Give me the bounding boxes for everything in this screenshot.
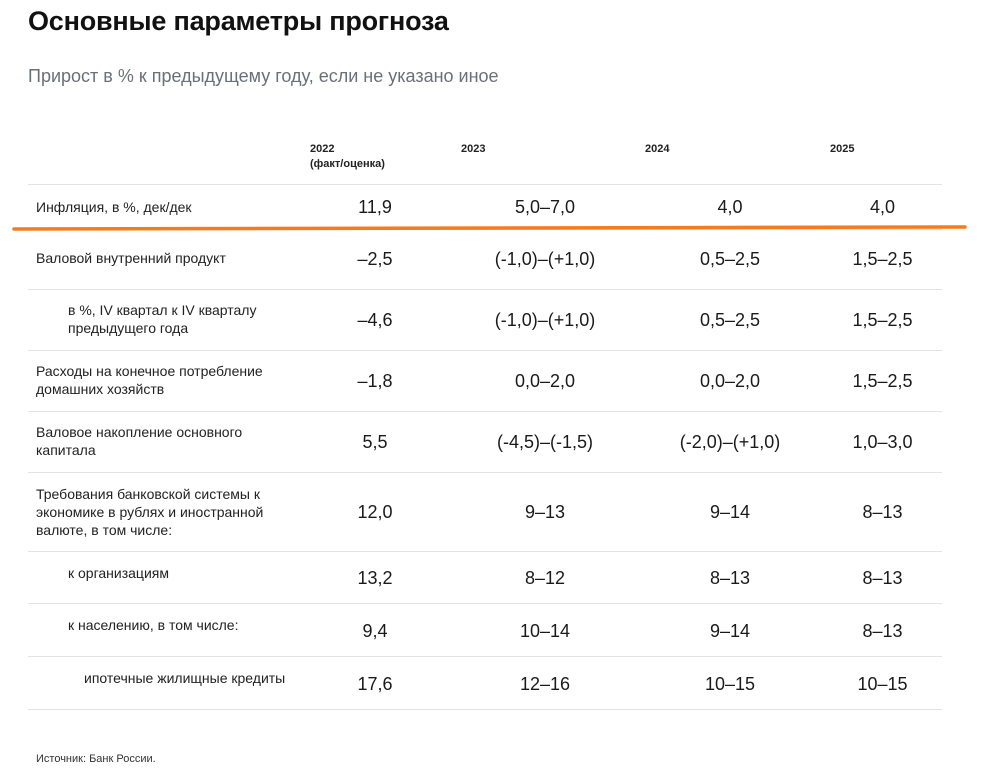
row-label: Валовой внутренний продукт [36,250,226,266]
cell-2023: (-1,0)–(+1,0) [494,249,596,269]
cell-2024: 0,5–2,5 [699,309,761,330]
table-row-investment: Валовое накопление основного капитала 5,… [28,412,942,473]
cell-2025: 8–13 [862,501,903,522]
cell-2025: 4,0 [869,196,896,217]
cell-2024: 0,5–2,5 [699,249,761,269]
table-row-mortgage: ипотечные жилищные кредиты 17,6 12–16 10… [28,657,942,710]
header-2023: 2023 [461,143,486,155]
table-row-consumption: Расходы на конечное потребление домашних… [28,351,942,412]
cell-2022: 13,2 [357,568,393,588]
row-label: Валовое накопление основного капитала [36,424,243,458]
cell-2022: –1,8 [357,370,393,391]
cell-2025: 1,5–2,5 [852,370,913,391]
table-row-bank-claims: Требования банковской системы к экономик… [28,473,942,552]
header-2022-note: (факт/оценка) [310,158,385,170]
row-label: Расходы на конечное потребление домашних… [36,363,263,397]
cell-2023: 5,0–7,0 [514,196,576,217]
cell-2025: 1,0–3,0 [852,431,913,452]
table-row-gdp-q4: в %, IV квартал к IV кварталу предыдущег… [28,290,942,351]
table-row-households: к населению, в том числе: 9,4 10–14 9–14… [28,604,942,657]
cell-2023: 10–14 [519,620,571,641]
page-subtitle: Прирост в % к предыдущему году, если не … [28,66,499,86]
row-label: ипотечные жилищные кредиты [84,670,286,686]
table-row-organizations: к организациям 13,2 8–12 8–13 8–13 [28,552,942,604]
cell-2024: 0,0–2,0 [699,370,761,391]
row-label: к населению, в том числе: [68,617,239,633]
cell-2024: 9–14 [709,620,751,641]
cell-2025: 10–15 [857,673,908,694]
cell-2024: 10–15 [704,673,756,694]
cell-2024: (-2,0)–(+1,0) [679,431,781,452]
forecast-table: 2022 (факт/оценка) 2023 2024 2025 Инфляц… [28,132,942,710]
cell-2023: 8–12 [524,568,566,588]
row-label: в %, IV квартал к IV кварталу предыдущег… [68,302,257,336]
table-header: 2022 (факт/оценка) 2023 2024 2025 [28,132,942,185]
header-2024: 2024 [645,143,670,155]
row-label: Инфляция, в %, дек/дек [36,199,192,215]
cell-2022: 5,5 [362,431,388,452]
page-title: Основные параметры прогноза [28,6,449,36]
cell-2025: 8–13 [862,620,903,641]
source-note: Источник: Банк России. [36,753,156,765]
cell-2023: 12–16 [519,673,571,694]
header-2022-year: 2022 [310,143,335,155]
table-row-gdp: Валовой внутренний продукт –2,5 (-1,0)–(… [28,230,942,290]
row-label: Требования банковской системы к экономик… [36,486,264,538]
cell-2023: 0,0–2,0 [514,370,576,391]
cell-2024: 4,0 [717,196,743,217]
header-2022: 2022 (факт/оценка) [310,142,385,172]
row-label: к организациям [68,565,169,581]
cell-2024: 8–13 [709,568,751,588]
header-2025: 2025 [830,143,855,155]
cell-2022: –2,5 [357,249,393,269]
cell-2022: 12,0 [357,501,393,522]
cell-2022: 11,9 [358,196,392,217]
cell-2025: 1,5–2,5 [852,309,913,330]
cell-2022: 17,6 [357,673,393,694]
cell-2024: 9–14 [709,501,751,522]
cell-2023: 9–13 [524,501,566,522]
cell-2023: (-4,5)–(-1,5) [496,431,594,452]
cell-2022: –4,6 [357,309,393,330]
cell-2023: (-1,0)–(+1,0) [494,309,596,330]
table-row-inflation: Инфляция, в %, дек/дек 11,9 5,0–7,0 4,0 … [28,185,942,230]
cell-2025: 1,5–2,5 [852,249,913,269]
cell-2025: 8–13 [862,568,903,588]
highlight-stroke [12,225,967,232]
highlight-underline [12,225,967,232]
cell-2022: 9,4 [362,620,388,641]
